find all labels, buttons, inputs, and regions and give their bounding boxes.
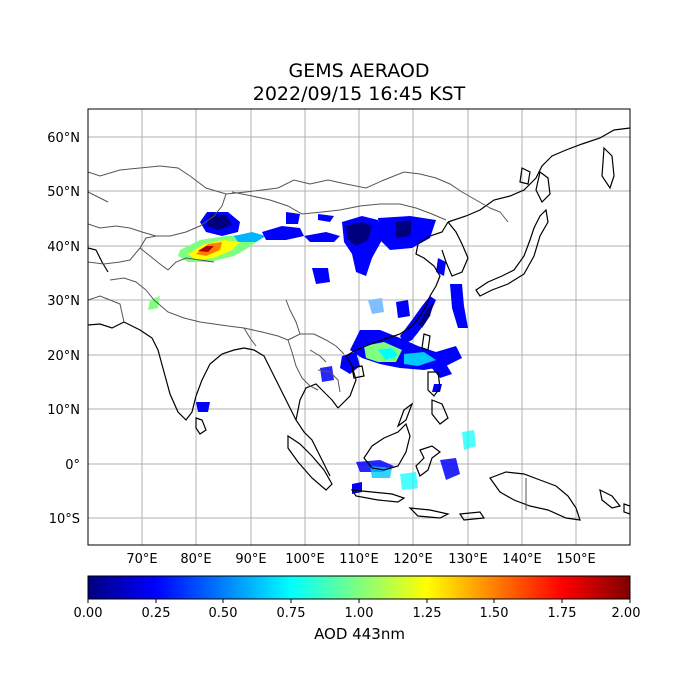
- colorbar-tick-label: 1.25: [413, 606, 442, 621]
- map-subtitle: 2022/09/15 16:45 KST: [252, 83, 466, 105]
- colorbar-tick-label: 0.75: [277, 606, 306, 621]
- colorbar-tick-label: 1.50: [480, 606, 509, 621]
- lon-tick-label: 110°E: [339, 552, 379, 567]
- lon-tick-label: 90°E: [235, 552, 266, 567]
- lat-tick-label: 50°N: [47, 185, 80, 200]
- lon-tick-label: 150°E: [556, 552, 596, 567]
- lon-tick-label: 120°E: [393, 552, 433, 567]
- country-borders: [88, 165, 527, 510]
- colorbar-tick-label: 0.00: [74, 606, 103, 621]
- colorbar: [87, 575, 631, 600]
- map-title: GEMS AERAOD: [288, 60, 430, 82]
- lat-tick-label: 20°N: [47, 349, 80, 364]
- colorbar-tick-label: 0.25: [142, 606, 171, 621]
- lat-tick-label: 10°S: [49, 512, 80, 527]
- colorbar-tick-label: 0.50: [209, 606, 238, 621]
- coastlines: [88, 127, 630, 521]
- lat-tick-label: 40°N: [47, 240, 80, 255]
- map-frame: [87, 108, 631, 546]
- lon-tick-labels: 70°E 80°E 90°E 100°E 110°E 120°E 130°E 1…: [126, 552, 595, 567]
- colorbar-label: AOD 443nm: [314, 625, 405, 643]
- lat-tick-label: 0°: [65, 458, 80, 473]
- colorbar-ticks: [87, 599, 631, 603]
- colorbar-tick-label: 1.00: [345, 606, 374, 621]
- lon-tick-label: 70°E: [126, 552, 157, 567]
- lon-tick-label: 100°E: [285, 552, 325, 567]
- lon-tick-label: 140°E: [502, 552, 542, 567]
- lat-tick-labels: 60°N 50°N 40°N 30°N 20°N 10°N 0° 10°S: [47, 131, 80, 527]
- aod-data-layer: [148, 212, 476, 494]
- colorbar-tick-label: 2.00: [612, 606, 641, 621]
- lat-tick-label: 30°N: [47, 294, 80, 309]
- colorbar-tick-labels: 0.00 0.25 0.50 0.75 1.00 1.25 1.50 1.75 …: [74, 606, 641, 621]
- lat-tick-label: 60°N: [47, 131, 80, 146]
- colorbar-tick-label: 1.75: [548, 606, 577, 621]
- lon-tick-label: 130°E: [448, 552, 488, 567]
- lon-tick-label: 80°E: [180, 552, 211, 567]
- lat-tick-label: 10°N: [47, 403, 80, 418]
